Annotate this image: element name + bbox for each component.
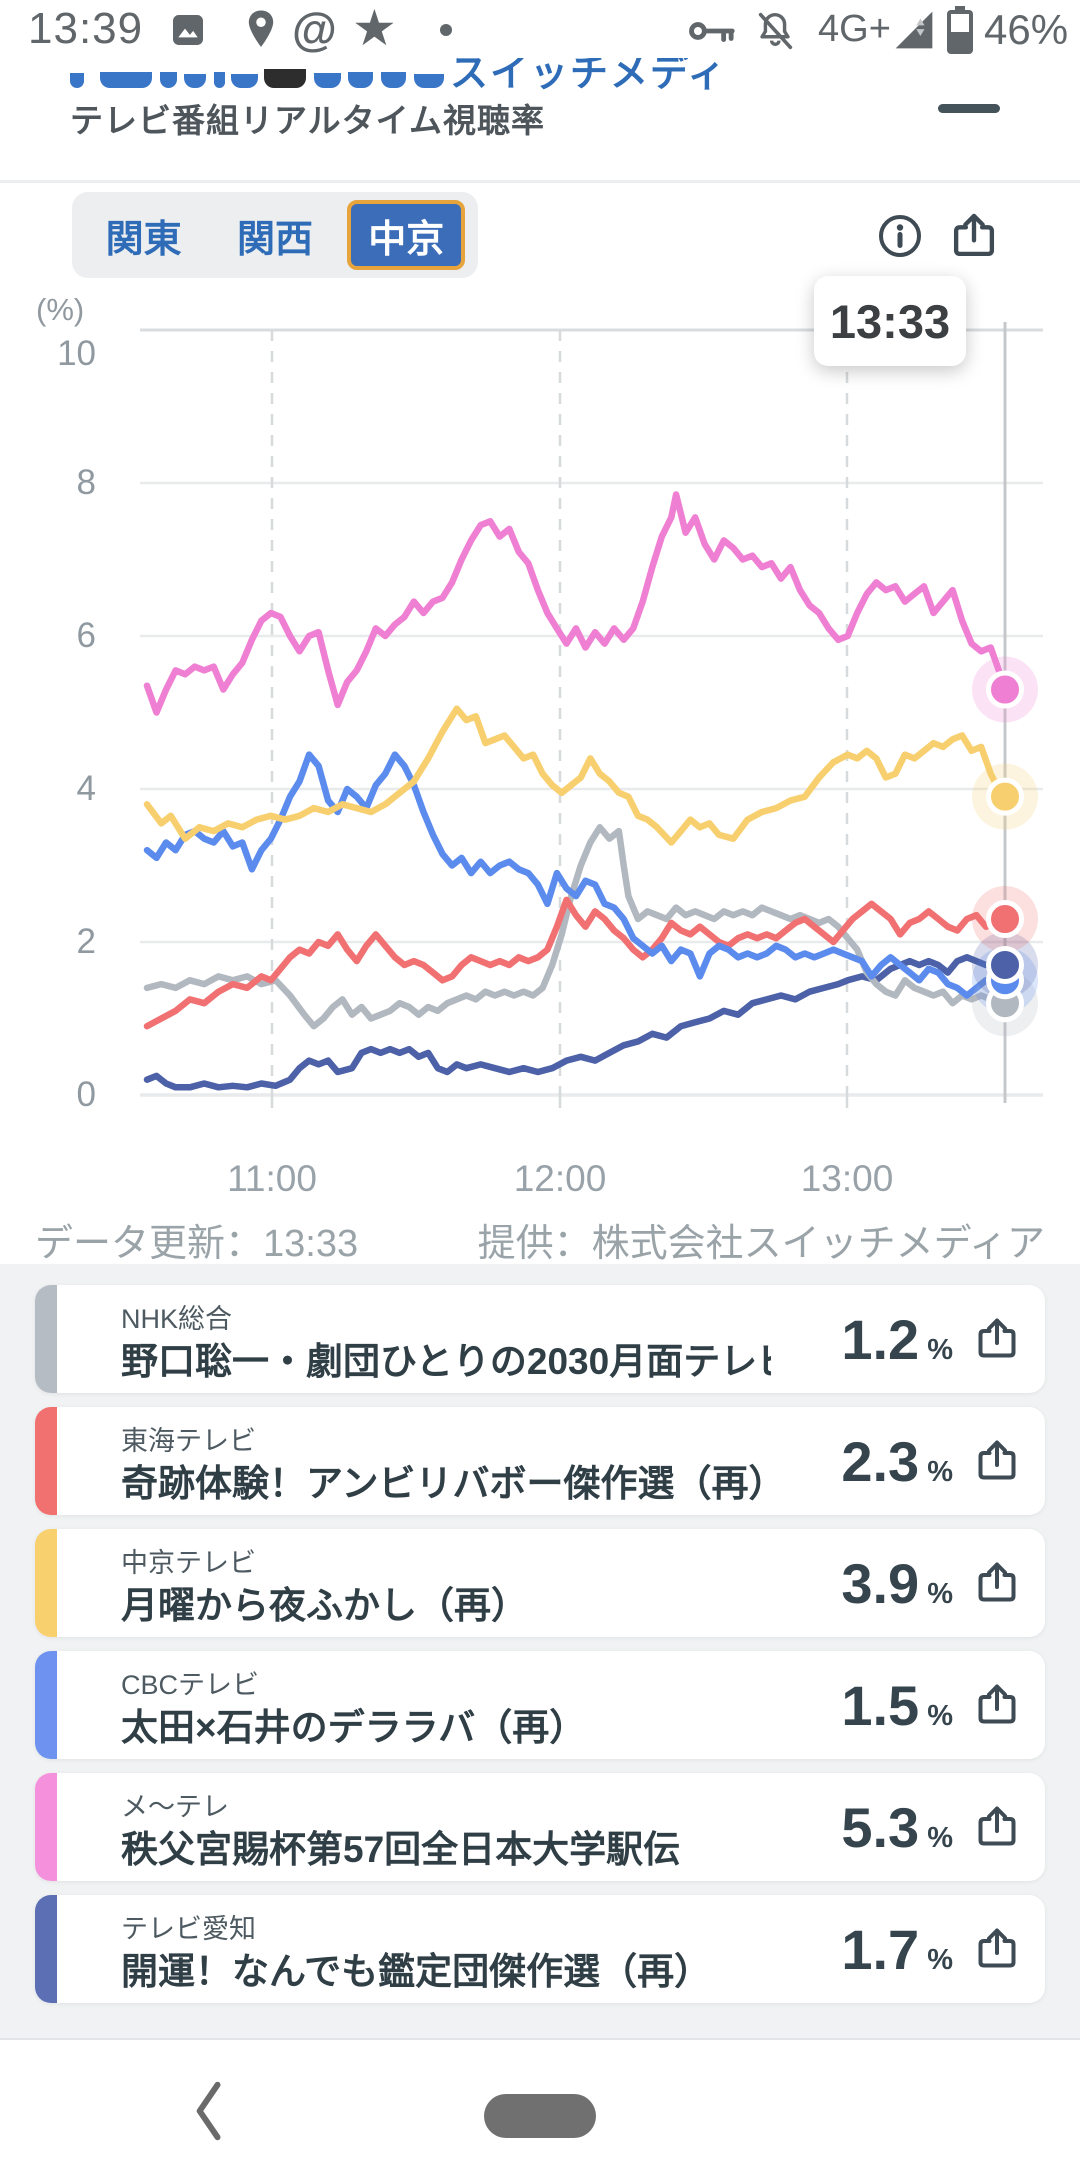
y-tick-label: 2 [76,922,96,961]
share-icon[interactable] [973,1437,1021,1485]
program-title: 秩父宮賜杯第57回全日本大学駅伝 [121,1829,681,1870]
star-icon: ★ [352,0,397,56]
app-header: テレビ番組リアルタイム視聴率 スイッチメディア [0,58,1080,183]
share-icon[interactable] [948,210,1000,262]
channel-card-cbc: CBCテレビ 太田×石井のデララバ（再） 1.5% [35,1651,1045,1759]
logo-letter-fragment [214,72,225,88]
notifications-off-icon [758,12,793,50]
battery-icon [947,6,973,54]
share-icon[interactable] [973,1315,1021,1363]
channel-name: 東海テレビ [121,1426,256,1456]
program-title: 野口聡一・劇団ひとりの2030月面テレビ… [121,1341,771,1382]
x-tick-label: 13:00 [800,1158,894,1199]
x-tick-label: 11:00 [227,1158,317,1199]
data-updated-label: データ更新：13:33 [35,1223,359,1265]
channel-name: テレビ愛知 [121,1914,256,1944]
share-icon[interactable] [973,1681,1021,1729]
series-color-bar [35,1895,57,2003]
rating-value: 1.2 [841,1307,920,1371]
header-menu-dash [938,104,1000,113]
logo-letter-fragment [100,72,152,88]
program-title: 開運！なんでも鑑定団傑作選（再） [121,1951,712,1992]
channel-card-chukyo-tv: 中京テレビ 月曜から夜ふかし（再） 3.9% [35,1529,1045,1637]
program-title: 奇跡体験！アンビリバボー傑作選（再） [121,1463,771,1504]
signal-strength-icon [895,11,933,49]
logo-letter-fragment [414,74,444,88]
photo-notification-icon [173,15,203,45]
region-tab-group: 関東 関西 中京 [72,192,478,278]
channel-name: 中京テレビ [121,1548,256,1578]
cursor-time-tooltip: 13:33 [814,276,966,366]
share-icon[interactable] [973,1925,1021,1973]
rating-value: 5.3 [841,1795,920,1859]
y-tick-label: 6 [76,616,96,655]
logo-letter-fragment [70,73,84,88]
y-tick-label: 0 [76,1075,96,1114]
data-provider-label: 提供：株式会社スイッチメディア [477,1223,1045,1265]
partner-link-clipped[interactable]: スイッチメディア [450,58,728,92]
tab-kanto[interactable]: 関東 [105,218,182,261]
gesture-nav-bar [0,2040,1080,2160]
rating-value: 1.5 [841,1673,920,1737]
y-axis-unit-label: (%) [36,292,85,327]
series-color-bar [35,1529,57,1637]
channel-card-nhk: NHK総合 野口聡一・劇団ひとりの2030月面テレビ… 1.2% [35,1285,1045,1393]
logo-letter-fragment [184,74,206,88]
tab-kansai[interactable]: 関西 [236,218,313,261]
tab-chukyo[interactable]: 中京 [347,200,466,270]
y-tick-label: 4 [76,769,96,808]
series-color-bar [35,1407,57,1515]
status-clock: 13:39 [28,4,144,53]
share-icon[interactable] [973,1559,1021,1607]
series-color-bar [35,1773,57,1881]
y-tick-label: 8 [76,463,96,502]
program-title: 太田×石井のデララバ（再） [121,1707,587,1748]
logo-letter-fragment [314,73,341,88]
rating-value: 1.7 [841,1917,920,1981]
rating-value: 3.9 [841,1551,920,1615]
header-divider [0,180,1080,183]
dot-notification-icon [440,24,452,36]
x-tick-label: 12:00 [513,1158,607,1199]
logo-letter-fragment [231,74,258,88]
rating-value: 2.3 [841,1429,920,1493]
info-icon[interactable] [876,212,924,260]
home-pill-button[interactable] [484,2094,596,2138]
chart-plot-area[interactable] [140,322,1043,1103]
channel-list-section: NHK総合 野口聡一・劇団ひとりの2030月面テレビ… 1.2% 東海テレビ 奇… [0,1264,1080,2040]
channel-card-metele: メ〜テレ 秩父宮賜杯第57回全日本大学駅伝 5.3% [35,1773,1045,1881]
channel-card-tv-aichi: テレビ愛知 開運！なんでも鑑定団傑作選（再） 1.7% [35,1895,1045,2003]
network-type-label: 4G+ [818,8,891,50]
key-icon [689,22,735,42]
series-color-bar [35,1651,57,1759]
logo-letter-fragment [381,72,406,88]
logo-letter-fragment [160,72,177,88]
channel-card-tokai: 東海テレビ 奇跡体験！アンビリバボー傑作選（再） 2.3% [35,1407,1045,1515]
y-tick-label: 10 [57,334,96,373]
channel-name: メ〜テレ [121,1792,229,1822]
threads-icon: @ [292,3,337,55]
logo-letter-fragment [348,72,373,88]
back-button[interactable] [190,2080,226,2142]
app-logo-clipped[interactable] [0,58,520,98]
series-color-bar [35,1285,57,1393]
battery-percent-label: 46% [984,6,1069,53]
location-icon [248,10,274,47]
status-bar: 13:39 @ ★ 4G+ [0,0,1080,58]
channel-name: NHK総合 [121,1304,233,1334]
share-icon[interactable] [973,1803,1021,1851]
program-title: 月曜から夜ふかし（再） [121,1585,528,1626]
app-tagline: テレビ番組リアルタイム視聴率 [70,102,546,139]
logo-letter-fragment [264,69,306,88]
channel-name: CBCテレビ [121,1670,260,1700]
